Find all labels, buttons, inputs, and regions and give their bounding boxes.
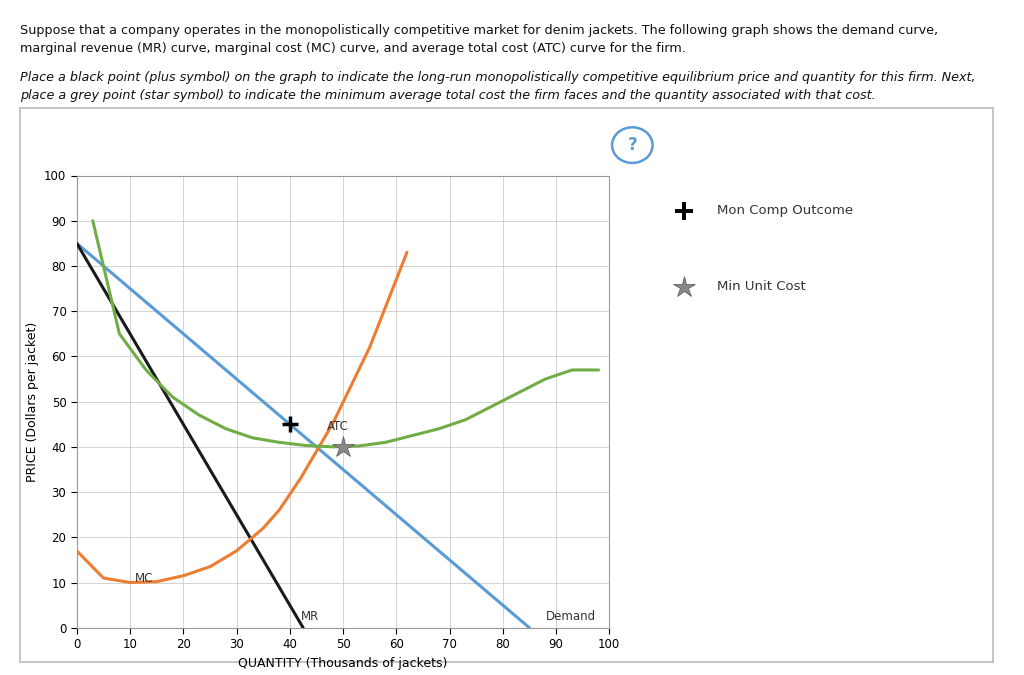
Text: place a grey point (star symbol) to indicate the minimum average total cost the : place a grey point (star symbol) to indi…: [20, 89, 877, 102]
Text: Demand: Demand: [546, 610, 596, 623]
Text: Min Unit Cost: Min Unit Cost: [717, 280, 806, 294]
Text: MR: MR: [300, 610, 318, 623]
X-axis label: QUANTITY (Thousands of jackets): QUANTITY (Thousands of jackets): [239, 657, 447, 670]
Text: MC: MC: [135, 572, 154, 585]
Text: marginal revenue (MR) curve, marginal cost (MC) curve, and average total cost (A: marginal revenue (MR) curve, marginal co…: [20, 42, 686, 55]
Text: Mon Comp Outcome: Mon Comp Outcome: [717, 205, 853, 217]
Text: ?: ?: [628, 136, 637, 154]
Text: Place a black point (plus symbol) on the graph to indicate the long-run monopoli: Place a black point (plus symbol) on the…: [20, 71, 976, 84]
Y-axis label: PRICE (Dollars per jacket): PRICE (Dollars per jacket): [26, 321, 39, 482]
Text: ATC: ATC: [327, 421, 349, 433]
Text: Suppose that a company operates in the monopolistically competitive market for d: Suppose that a company operates in the m…: [20, 24, 939, 36]
